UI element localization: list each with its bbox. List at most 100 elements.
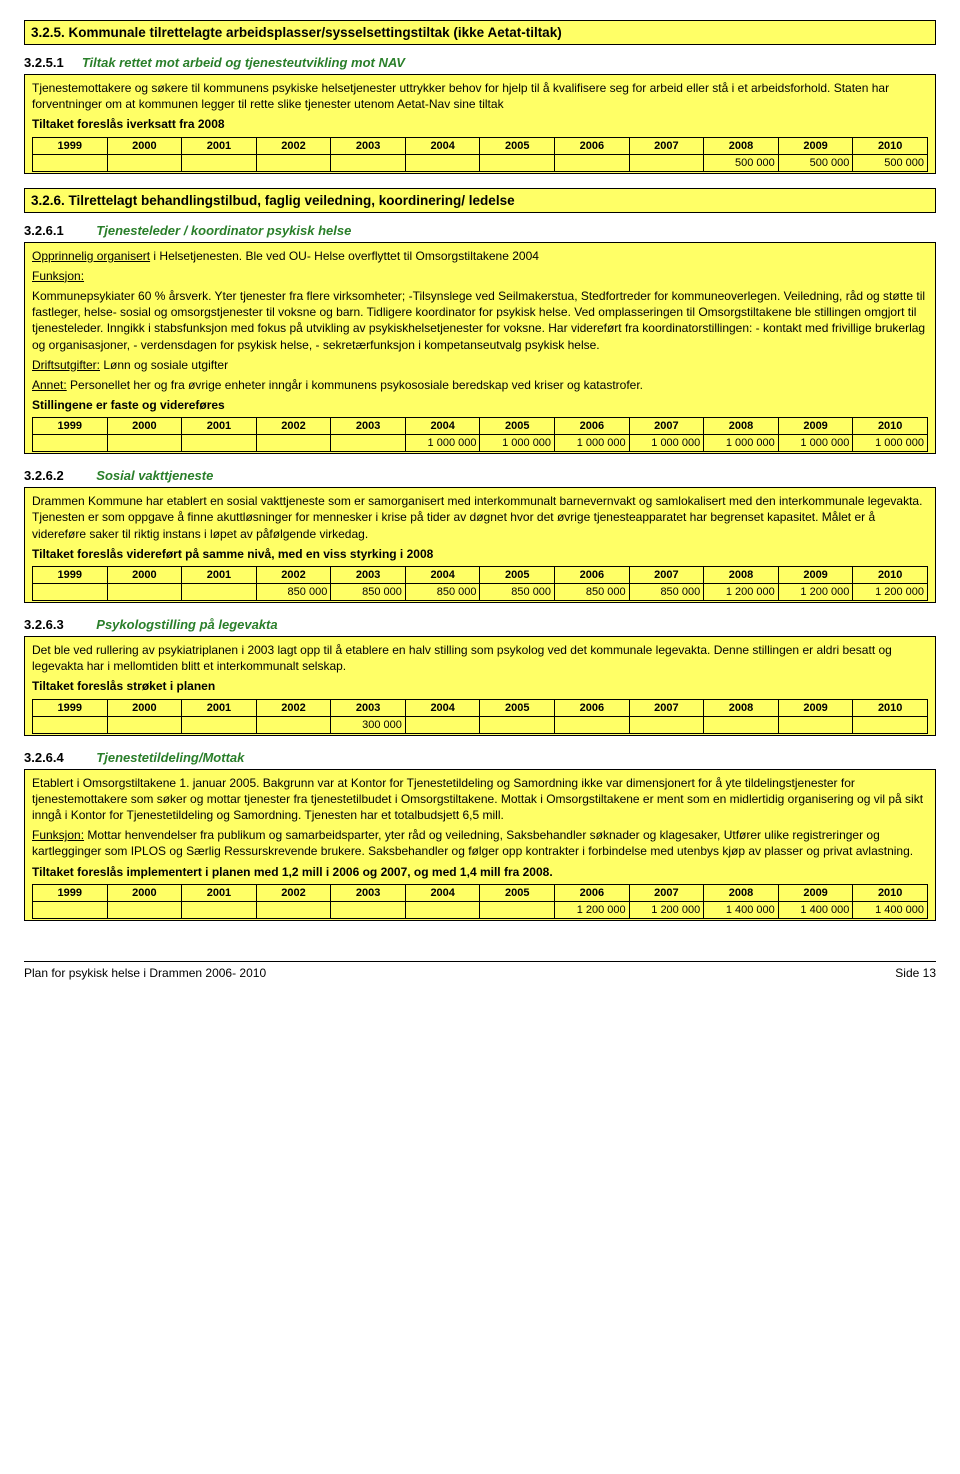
year-header: 2007: [629, 567, 704, 584]
box-3-2-6-3: Det ble ved rullering av psykiatriplanen…: [24, 636, 936, 736]
table-3-2-6-2: 1999200020012002200320042005200620072008…: [32, 566, 928, 601]
year-header: 2008: [704, 567, 779, 584]
section-3-2-6-heading: 3.2.6. Tilrettelagt behandlingstilbud, f…: [24, 188, 936, 213]
year-header: 2009: [778, 567, 853, 584]
value-cell: [405, 716, 480, 733]
action-line: Tiltaket foreslås videreført på samme ni…: [32, 546, 928, 562]
subsection-3-2-6-4-heading: 3.2.6.4 Tjenestetildeling/Mottak: [24, 750, 936, 765]
subsection-number: 3.2.6.3: [24, 617, 64, 632]
value-cell: [256, 435, 331, 452]
value-cell: [256, 901, 331, 918]
page-footer: Plan for psykisk helse i Drammen 2006- 2…: [24, 961, 936, 980]
value-cell: 850 000: [629, 584, 704, 601]
subsection-3-2-6-1-heading: 3.2.6.1 Tjenesteleder / koordinator psyk…: [24, 223, 936, 238]
subsection-title: Sosial vakttjeneste: [96, 468, 213, 483]
funksjon-line: Funksjon: Mottar henvendelser fra publik…: [32, 827, 928, 859]
table-row: 850 000850 000850 000850 000850 000850 0…: [33, 584, 928, 601]
year-header: 2005: [480, 884, 555, 901]
table-row: 1 200 0001 200 0001 400 0001 400 0001 40…: [33, 901, 928, 918]
subsection-3-2-5-1-heading: 3.2.5.1 Tiltak rettet mot arbeid og tjen…: [24, 55, 936, 70]
paragraph: Tjenestemottakere og søkere til kommunen…: [32, 80, 928, 112]
value-cell: [107, 901, 182, 918]
year-header: 2002: [256, 418, 331, 435]
year-header: 2005: [480, 567, 555, 584]
value-cell: 1 000 000: [778, 435, 853, 452]
year-header: 2010: [853, 418, 928, 435]
label-underline: Annet:: [32, 378, 67, 392]
year-header: 2009: [778, 884, 853, 901]
value-cell: [33, 154, 108, 171]
year-header: 2006: [555, 699, 630, 716]
value-cell: [182, 435, 257, 452]
year-header: 2000: [107, 137, 182, 154]
value-cell: [555, 154, 630, 171]
value-cell: 1 200 000: [704, 584, 779, 601]
table-3-2-6-3: 1999200020012002200320042005200620072008…: [32, 699, 928, 734]
value-cell: [256, 154, 331, 171]
year-header: 2005: [480, 699, 555, 716]
year-header: 2002: [256, 567, 331, 584]
value-cell: [33, 435, 108, 452]
year-header: 2000: [107, 699, 182, 716]
action-line: Tiltaket foreslås iverksatt fra 2008: [32, 116, 928, 132]
value-cell: [629, 716, 704, 733]
year-header: 1999: [33, 699, 108, 716]
value-cell: [107, 716, 182, 733]
year-header: 2010: [853, 884, 928, 901]
year-header: 2008: [704, 418, 779, 435]
table-row: 500 000500 000500 000: [33, 154, 928, 171]
lead-rest: i Helsetjenesten. Ble ved OU- Helse over…: [150, 249, 539, 263]
value-cell: 850 000: [555, 584, 630, 601]
year-header: 2000: [107, 567, 182, 584]
year-header: 2006: [555, 418, 630, 435]
year-header: 2001: [182, 884, 257, 901]
table-3-2-6-4: 1999200020012002200320042005200620072008…: [32, 884, 928, 919]
value-cell: 500 000: [778, 154, 853, 171]
year-header: 2010: [853, 567, 928, 584]
year-header: 2007: [629, 699, 704, 716]
year-header: 2002: [256, 137, 331, 154]
value-cell: 1 000 000: [405, 435, 480, 452]
value-cell: [778, 716, 853, 733]
subsection-number: 3.2.6.1: [24, 223, 64, 238]
value-cell: 850 000: [256, 584, 331, 601]
value-cell: 850 000: [405, 584, 480, 601]
box-3-2-6-1: Opprinnelig organisert i Helsetjenesten.…: [24, 242, 936, 455]
year-header: 2003: [331, 137, 406, 154]
value-cell: [405, 901, 480, 918]
value-cell: 1 000 000: [853, 435, 928, 452]
value-cell: [182, 716, 257, 733]
text: Lønn og sosiale utgifter: [100, 358, 228, 372]
value-cell: [33, 584, 108, 601]
annet-line: Annet: Personellet her og fra øvrige enh…: [32, 377, 928, 393]
value-cell: 1 200 000: [853, 584, 928, 601]
year-header: 2004: [405, 567, 480, 584]
year-header: 2007: [629, 137, 704, 154]
year-header: 2000: [107, 418, 182, 435]
value-cell: 850 000: [331, 584, 406, 601]
value-cell: [480, 154, 555, 171]
table-header-row: 1999200020012002200320042005200620072008…: [33, 137, 928, 154]
value-cell: [331, 901, 406, 918]
label-underline: Funksjon:: [32, 828, 84, 842]
value-cell: 1 200 000: [555, 901, 630, 918]
value-cell: [629, 154, 704, 171]
text: Personellet her og fra øvrige enheter in…: [67, 378, 643, 392]
value-cell: [182, 901, 257, 918]
year-header: 1999: [33, 567, 108, 584]
value-cell: [405, 154, 480, 171]
table-row: 1 000 0001 000 0001 000 0001 000 0001 00…: [33, 435, 928, 452]
year-header: 2005: [480, 137, 555, 154]
value-cell: 500 000: [704, 154, 779, 171]
table-row: 300 000: [33, 716, 928, 733]
value-cell: 1 000 000: [480, 435, 555, 452]
text: Mottar henvendelser fra publikum og sama…: [32, 828, 913, 858]
year-header: 1999: [33, 137, 108, 154]
table-header-row: 1999200020012002200320042005200620072008…: [33, 699, 928, 716]
year-header: 2008: [704, 137, 779, 154]
year-header: 2001: [182, 418, 257, 435]
value-cell: 850 000: [480, 584, 555, 601]
value-cell: 1 400 000: [704, 901, 779, 918]
value-cell: [33, 901, 108, 918]
year-header: 2001: [182, 567, 257, 584]
